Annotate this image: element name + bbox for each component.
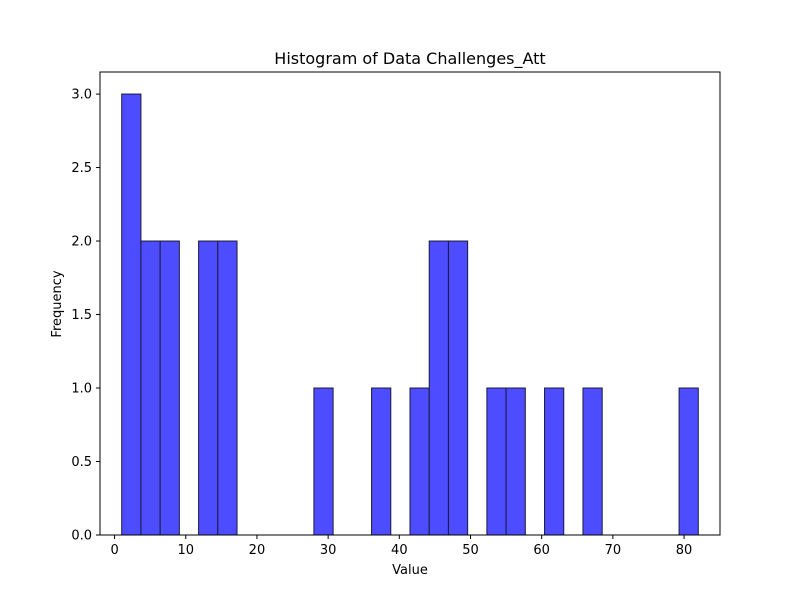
chart-title: Histogram of Data Challenges_Att <box>274 49 545 69</box>
x-tick-label: 70 <box>605 543 622 558</box>
y-tick-label: 2.0 <box>71 235 92 250</box>
histogram-bar <box>582 387 603 536</box>
x-tick-label: 30 <box>320 543 337 558</box>
x-tick-label: 10 <box>178 543 195 558</box>
x-tick-label: 60 <box>533 543 550 558</box>
y-tick-label: 0.0 <box>71 529 92 544</box>
histogram-bar <box>678 387 699 536</box>
histogram-bar <box>371 387 392 536</box>
histogram-bar <box>159 240 180 536</box>
histogram-bar <box>428 240 449 536</box>
x-axis-label: Value <box>392 563 428 578</box>
x-tick-label: 40 <box>391 543 408 558</box>
x-tick-label: 20 <box>249 543 266 558</box>
bars-group <box>121 93 699 536</box>
y-tick-label: 1.0 <box>71 382 92 397</box>
histogram-bar <box>409 387 430 536</box>
plot-frame <box>99 71 721 536</box>
histogram-bar <box>447 240 469 536</box>
histogram-bar <box>198 240 219 536</box>
histogram-bar <box>544 387 565 536</box>
histogram-bar <box>505 387 526 536</box>
histogram-bar <box>313 387 334 536</box>
histogram-bar <box>217 240 238 536</box>
x-tick-label: 50 <box>462 543 479 558</box>
y-tick-label: 3.0 <box>71 88 92 103</box>
histogram-bar <box>140 240 161 536</box>
x-axis-ticks: 0 10 20 30 40 50 60 70 80 <box>110 535 692 558</box>
histogram-bar <box>486 387 507 536</box>
x-tick-label: 80 <box>676 543 693 558</box>
y-tick-label: 2.5 <box>71 161 92 176</box>
y-tick-label: 0.5 <box>71 455 92 470</box>
y-tick-label: 1.5 <box>71 308 92 323</box>
y-axis-label: Frequency <box>50 270 65 337</box>
histogram-bar <box>121 93 142 536</box>
x-tick-label: 0 <box>110 543 118 558</box>
y-axis-ticks: 0.0 0.5 1.0 1.5 2.0 2.5 3.0 <box>71 88 100 544</box>
